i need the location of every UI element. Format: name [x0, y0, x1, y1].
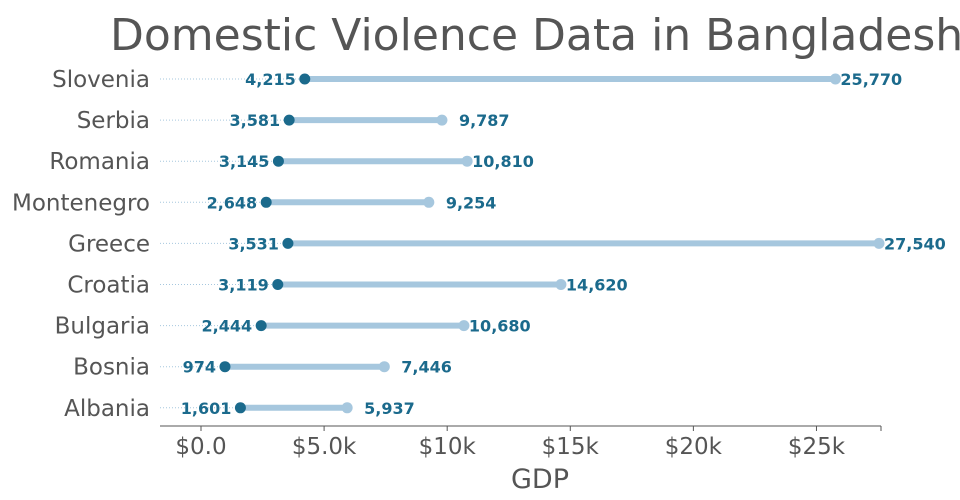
x-axis-title: GDP [511, 464, 569, 495]
low-value-label: 3,531 [228, 234, 279, 253]
low-value-label: 2,648 [207, 193, 258, 212]
category-label: Albania [64, 396, 150, 422]
low-value-label: 1,601 [181, 399, 232, 418]
high-dot [555, 279, 567, 290]
low-dot [282, 237, 294, 249]
category-label: Bulgaria [55, 314, 150, 340]
high-value-label: 9,787 [459, 111, 510, 130]
low-dot [272, 279, 284, 290]
low-value-label: 3,119 [218, 276, 269, 295]
x-tick-label: $25k [788, 434, 846, 460]
low-dot [219, 361, 231, 373]
low-value-label: 3,145 [219, 152, 270, 171]
x-tick-label: $0.0 [175, 434, 226, 460]
low-value-label: 2,444 [202, 317, 253, 336]
high-dot [436, 114, 448, 126]
high-dot [423, 196, 435, 208]
category-label: Montenegro [12, 190, 150, 216]
high-value-label: 9,254 [446, 193, 497, 212]
low-dot [299, 73, 311, 85]
x-tick-label: $10k [419, 434, 477, 460]
high-dot [829, 73, 841, 85]
category-label: Romania [49, 149, 150, 175]
low-dot [283, 114, 295, 126]
low-value-label: 974 [183, 358, 216, 377]
high-value-label: 5,937 [364, 399, 415, 418]
chart-title: Domestic Violence Data in Bangladesh [110, 10, 960, 61]
low-dot [234, 402, 246, 414]
high-dot [458, 320, 470, 332]
category-label: Greece [68, 231, 150, 257]
low-value-label: 4,215 [245, 70, 296, 89]
category-label: Croatia [67, 273, 150, 299]
high-value-label: 27,540 [884, 234, 946, 253]
low-dot [272, 155, 284, 167]
high-value-label: 7,446 [401, 358, 452, 377]
high-value-label: 25,770 [840, 70, 902, 89]
low-value-label: 3,581 [230, 111, 281, 130]
x-tick-label: $15k [542, 434, 600, 460]
x-ticks-group: $0.0 $5.0k $10k $15k $20k $25k [175, 426, 882, 460]
category-label: Serbia [77, 108, 150, 134]
high-value-label: 14,620 [566, 276, 628, 295]
high-dot [341, 402, 353, 414]
low-dot [255, 320, 267, 332]
high-dot [378, 361, 390, 373]
category-label: Bosnia [73, 355, 150, 381]
category-label: Slovenia [52, 67, 150, 93]
high-dot [873, 237, 885, 249]
rows-group: Slovenia 4,215 25,770 Serbia 3,581 9,787 Roman… [12, 67, 946, 422]
low-dot [260, 196, 272, 208]
x-tick-label: $20k [665, 434, 723, 460]
high-value-label: 10,810 [472, 152, 534, 171]
high-value-label: 10,680 [469, 317, 531, 336]
high-dot [461, 155, 473, 167]
x-tick-label: $5.0k [292, 434, 357, 460]
